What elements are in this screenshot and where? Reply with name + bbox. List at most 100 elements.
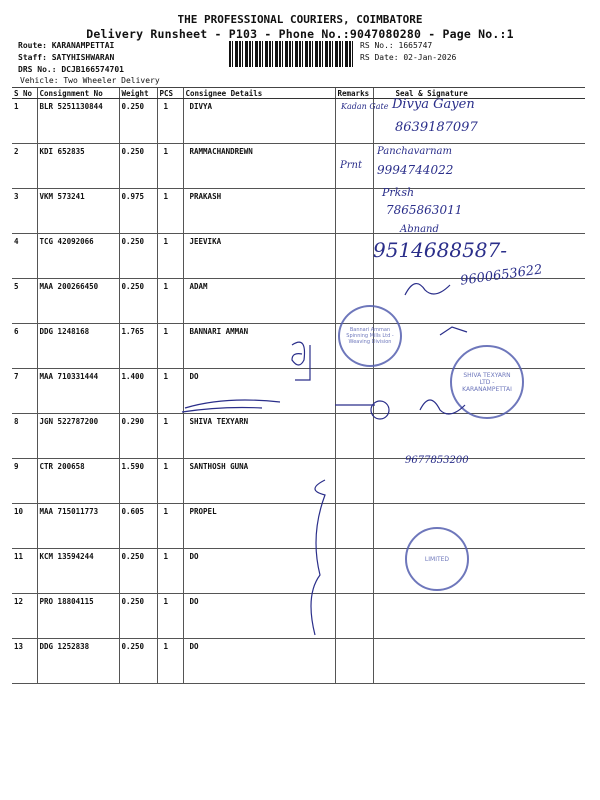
handwritten-signature: Prksh — [382, 186, 415, 199]
remarks-cell — [334, 368, 373, 414]
table-row: 13 DDG 1252838 0.250 1 DO — [12, 638, 585, 684]
weight-cell: 0.250 — [118, 98, 157, 144]
remarks-cell — [334, 233, 373, 279]
handwritten-phone: 9514688587- — [373, 238, 508, 262]
weight-cell: 0.250 — [118, 593, 157, 639]
remarks-cell — [334, 458, 373, 504]
consignment-no-cell: PRO 18804115 — [36, 593, 119, 639]
rs-no: RS No.: 1665747 — [360, 41, 433, 50]
consignment-no-cell: JGN 522787200 — [36, 413, 119, 459]
seal-signature-cell — [372, 278, 585, 324]
col-remarks: Remarks — [334, 87, 373, 99]
sno-cell: 12 — [12, 593, 37, 639]
pcs-cell: 1 — [156, 503, 183, 549]
seal-signature-cell — [372, 98, 585, 144]
handwritten-remark: Prnt — [340, 160, 362, 171]
seal-signature-cell — [372, 503, 585, 549]
pcs-cell: 1 — [156, 413, 183, 459]
pcs-cell: 1 — [156, 368, 183, 414]
col-weight: Weight — [118, 87, 157, 99]
pcs-cell: 1 — [156, 188, 183, 234]
pcs-cell: 1 — [156, 593, 183, 639]
weight-cell: 0.605 — [118, 503, 157, 549]
consignment-no-cell: KDI 652835 — [36, 143, 119, 189]
sno-cell: 13 — [12, 638, 37, 684]
consignment-no-cell: TCG 42092066 — [36, 233, 119, 279]
weight-cell: 0.250 — [118, 638, 157, 684]
seal-signature-cell — [372, 143, 585, 189]
table-row: 9 CTR 200658 1.590 1 SANTHOSH GUNA — [12, 458, 585, 504]
consignee-cell: JEEVIKA — [182, 233, 335, 279]
table-row: 3 VKM 573241 0.975 1 PRAKASH — [12, 188, 585, 234]
sno-cell: 6 — [12, 323, 37, 369]
table-row: 10 MAA 715011773 0.605 1 PROPEL — [12, 503, 585, 549]
seal-signature-cell — [372, 413, 585, 459]
table-row: 1 BLR 5251130844 0.250 1 DIVYA — [12, 98, 585, 144]
company-stamp: SHIVA TEXYARN LTD - KARANAMPETTAI — [450, 345, 524, 419]
weight-cell: 0.250 — [118, 143, 157, 189]
consignment-no-cell: MAA 710331444 — [36, 368, 119, 414]
col-pcs: PCS — [156, 87, 183, 99]
consignment-no-cell: BLR 5251130844 — [36, 98, 119, 144]
remarks-cell — [334, 143, 373, 189]
seal-signature-cell — [372, 188, 585, 234]
sno-cell: 10 — [12, 503, 37, 549]
sno-cell: 8 — [12, 413, 37, 459]
pcs-cell: 1 — [156, 548, 183, 594]
consignment-no-cell: CTR 200658 — [36, 458, 119, 504]
sno-cell: 9 — [12, 458, 37, 504]
consignment-no-cell: VKM 573241 — [36, 188, 119, 234]
pcs-cell: 1 — [156, 233, 183, 279]
remarks-cell — [334, 593, 373, 639]
consignee-cell: DO — [182, 548, 335, 594]
handwritten-phone: 9677853200 — [405, 455, 469, 466]
sno-cell: 4 — [12, 233, 37, 279]
sno-cell: 5 — [12, 278, 37, 324]
pcs-cell: 1 — [156, 143, 183, 189]
weight-cell: 0.250 — [118, 233, 157, 279]
seal-signature-cell — [372, 458, 585, 504]
remarks-cell — [334, 98, 373, 144]
consignee-cell: DIVYA — [182, 98, 335, 144]
weight-cell: 1.400 — [118, 368, 157, 414]
remarks-cell — [334, 413, 373, 459]
seal-signature-cell — [372, 638, 585, 684]
col-consignment: Consignment No — [36, 87, 119, 99]
handwritten-phone: 8639187097 — [395, 120, 478, 135]
runsheet-subtitle: Delivery Runsheet - P103 - Phone No.:904… — [86, 27, 514, 41]
table-row: 11 KCM 13594244 0.250 1 DO — [12, 548, 585, 594]
pcs-cell: 1 — [156, 278, 183, 324]
pcs-cell: 1 — [156, 638, 183, 684]
company-stamp: LIMITED — [405, 527, 469, 591]
route: Route: KARANAMPETTAI — [18, 41, 115, 50]
barcode — [229, 41, 355, 67]
table-row: 12 PRO 18804115 0.250 1 DO — [12, 593, 585, 639]
col-seal: Seal & Signature — [372, 87, 585, 99]
table-row: 4 TCG 42092066 0.250 1 JEEVIKA — [12, 233, 585, 279]
consignee-cell: DO — [182, 638, 335, 684]
seal-signature-cell — [372, 593, 585, 639]
sno-cell: 3 — [12, 188, 37, 234]
table-header: S No Consignment No Weight PCS Consignee… — [12, 87, 585, 99]
sno-cell: 11 — [12, 548, 37, 594]
sno-cell: 1 — [12, 98, 37, 144]
weight-cell: 0.250 — [118, 278, 157, 324]
sno-cell: 7 — [12, 368, 37, 414]
seal-signature-cell — [372, 233, 585, 279]
consignee-cell: PRAKASH — [182, 188, 335, 234]
company-title: THE PROFESSIONAL COURIERS, COIMBATORE — [177, 13, 423, 26]
consignment-no-cell: MAA 200266450 — [36, 278, 119, 324]
weight-cell: 0.975 — [118, 188, 157, 234]
table-row: 5 MAA 200266450 0.250 1 ADAM — [12, 278, 585, 324]
consignment-no-cell: DDG 1248168 — [36, 323, 119, 369]
weight-cell: 0.250 — [118, 548, 157, 594]
remarks-cell — [334, 188, 373, 234]
staff: Staff: SATYHISHWARAN — [18, 53, 115, 62]
rs-date: RS Date: 02-Jan-2026 — [360, 53, 457, 62]
consignment-no-cell: KCM 13594244 — [36, 548, 119, 594]
weight-cell: 1.590 — [118, 458, 157, 504]
consignee-cell: DO — [182, 593, 335, 639]
pcs-cell: 1 — [156, 98, 183, 144]
table-row: 2 KDI 652835 0.250 1 RAMMACHANDREWN — [12, 143, 585, 189]
